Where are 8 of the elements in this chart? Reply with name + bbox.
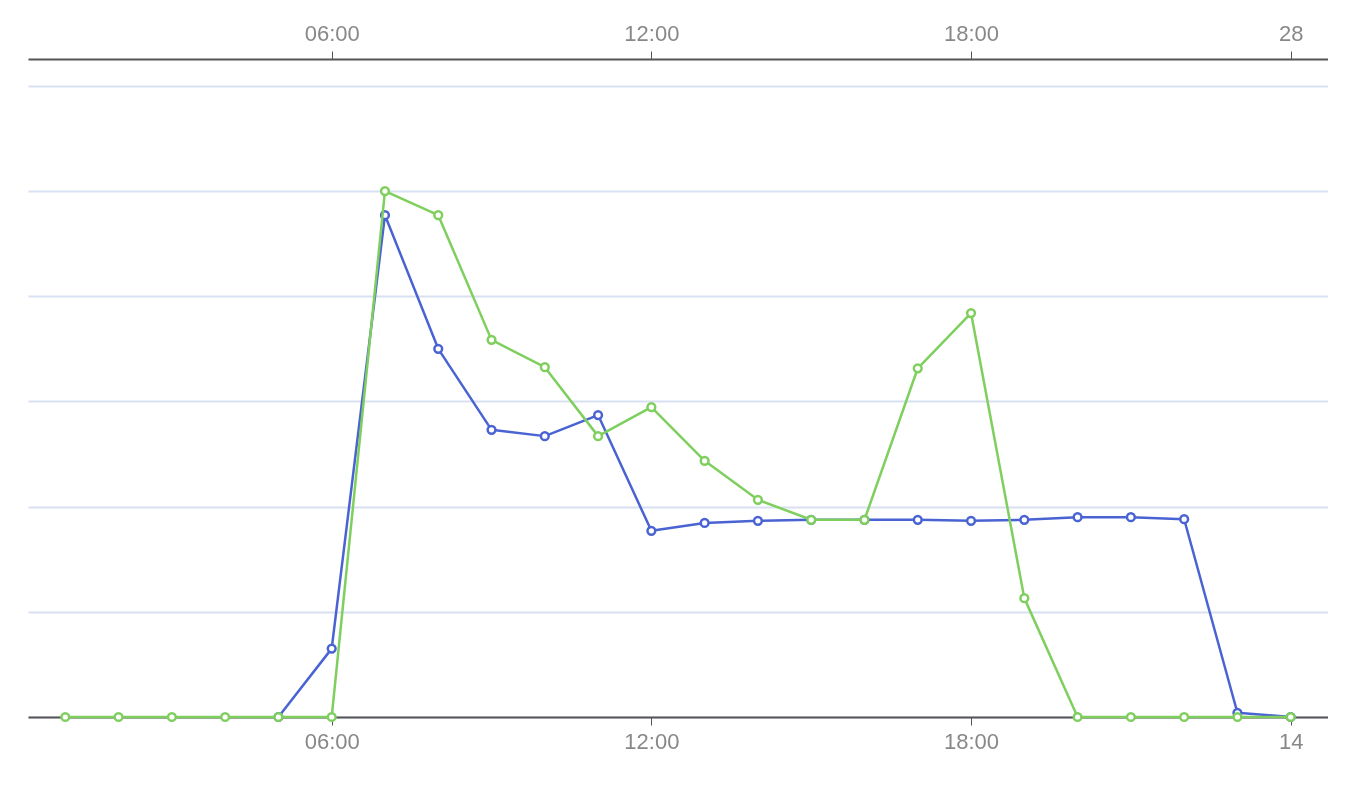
x-tick-label: 14 [1278,728,1304,754]
x2-tick-label: 06:00 [304,20,360,46]
x2-tick-label: 28 [1278,20,1304,46]
x2-tick-label: 18:00 [944,20,1000,46]
x-tick-label: 18:00 [944,728,1000,754]
x2-tick-label: 12:00 [624,20,680,46]
x-tick-label: 12:00 [624,728,680,754]
x-tick-label: 06:00 [304,728,360,754]
